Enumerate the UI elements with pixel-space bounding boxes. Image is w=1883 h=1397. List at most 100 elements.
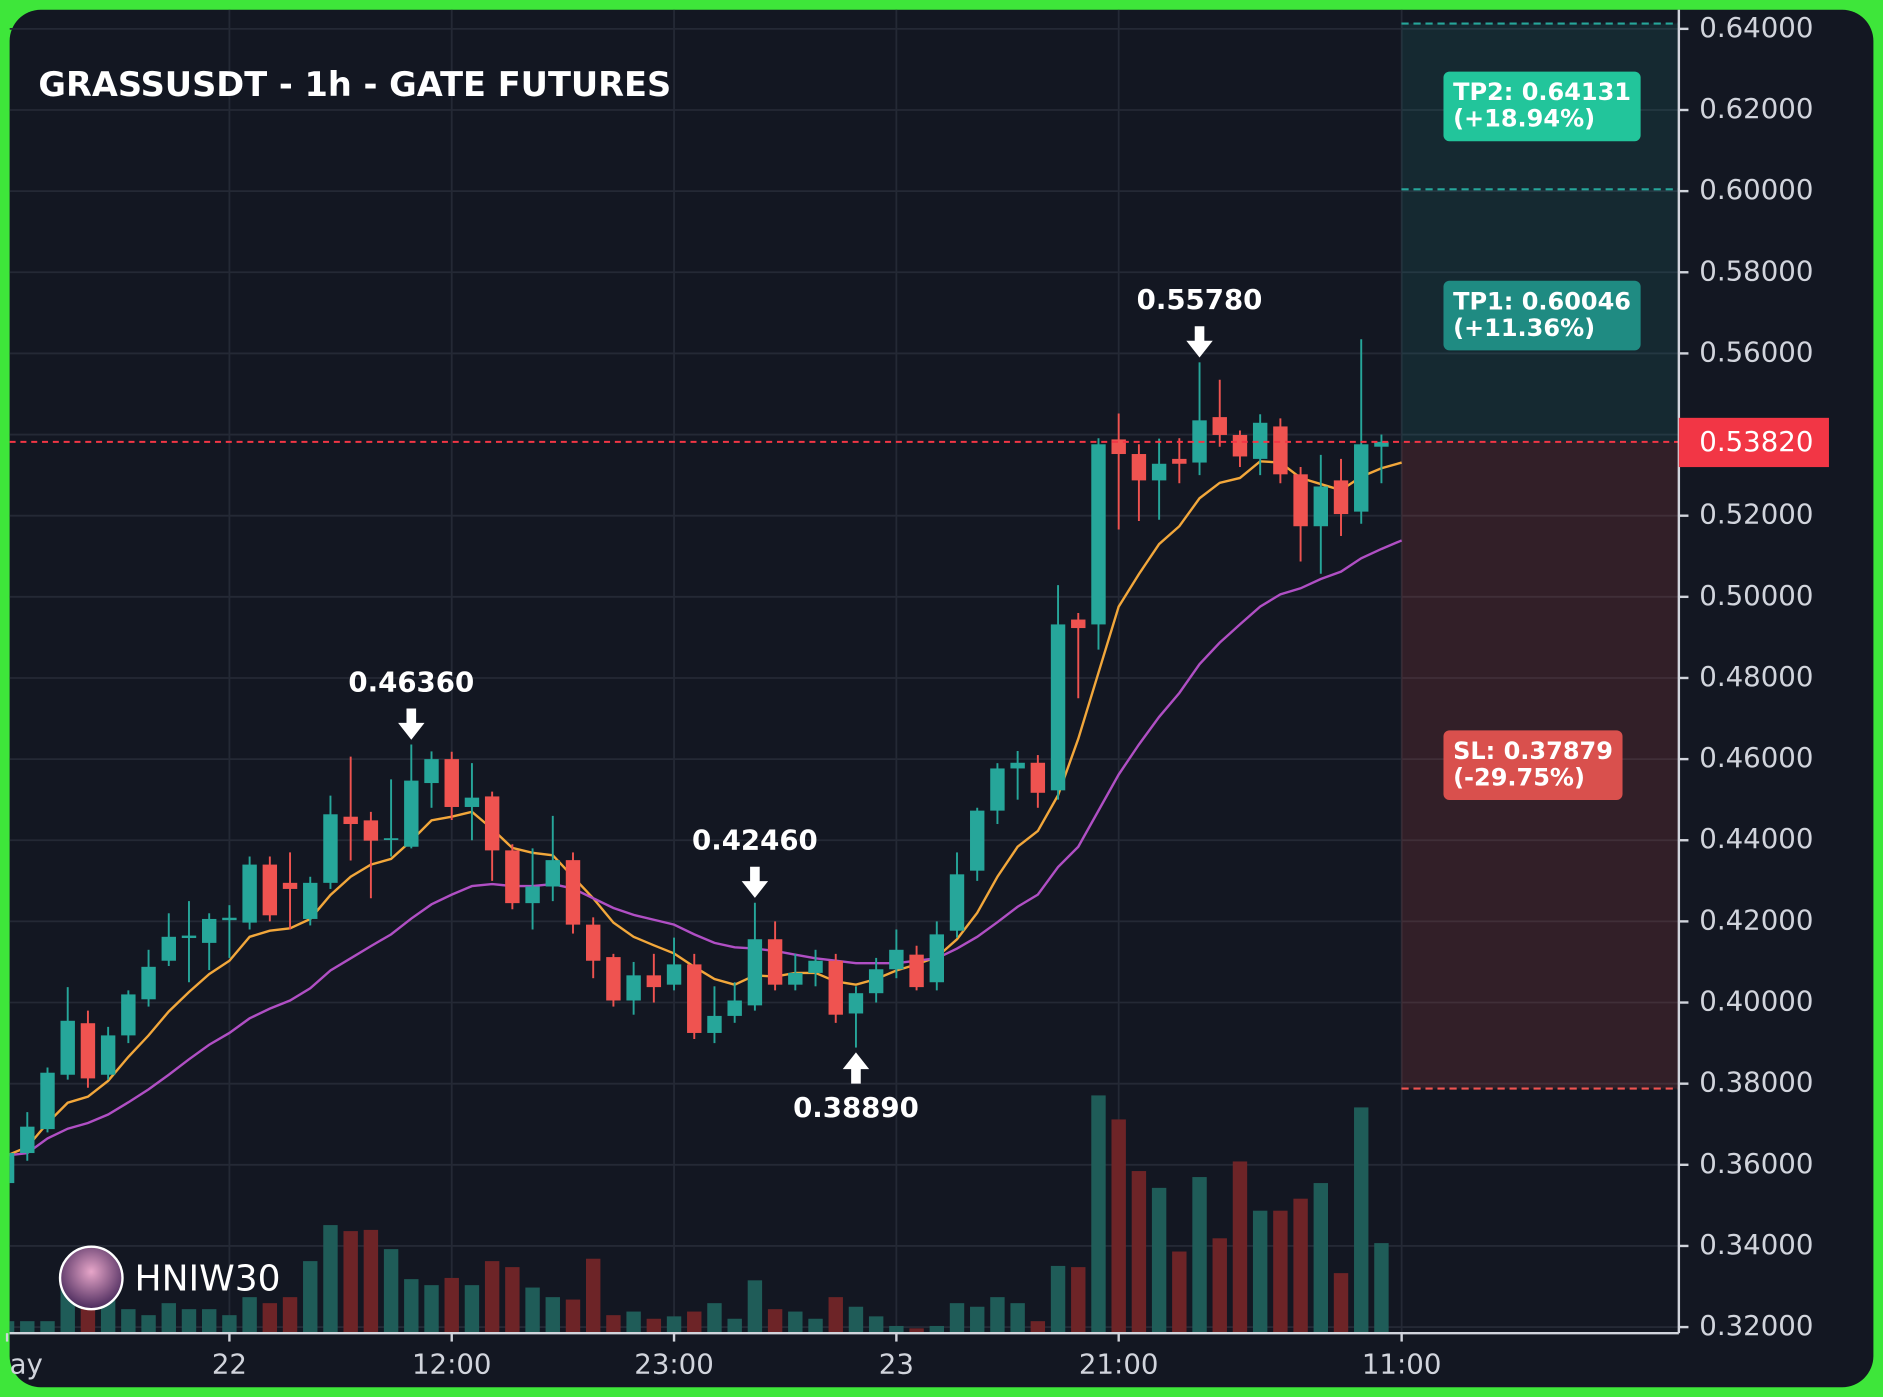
candle-body <box>161 936 176 961</box>
candle-body <box>242 864 257 923</box>
volume-bar <box>970 1306 985 1334</box>
candle-body <box>868 969 884 994</box>
candle-body <box>505 850 520 904</box>
level-label: SL: 0.37879(-29.75%) <box>1443 730 1623 801</box>
x-tick-label: 21:00 <box>1079 1348 1159 1381</box>
candle-body <box>303 882 318 919</box>
candle-body <box>60 1020 75 1075</box>
annotation-arrow <box>398 708 425 740</box>
candle-body <box>990 768 1005 811</box>
volume-bar <box>222 1315 237 1334</box>
candle-body <box>1333 480 1349 515</box>
volume-bar <box>525 1287 540 1334</box>
y-tick-label: 0.64000 <box>1699 11 1813 44</box>
volume-bar <box>181 1309 197 1334</box>
volume-bar <box>1313 1183 1329 1334</box>
candle-body <box>484 796 500 851</box>
volume-bar <box>1212 1238 1227 1334</box>
volume-bar <box>262 1303 278 1334</box>
candle-body <box>788 972 803 985</box>
volume-bar <box>626 1311 641 1334</box>
volume-bar <box>1333 1273 1349 1334</box>
candle-body <box>100 1035 116 1075</box>
volume-bar <box>505 1267 520 1334</box>
volume-bar <box>545 1297 560 1334</box>
annotation-label: 0.38890 <box>793 1091 919 1124</box>
candle-body <box>929 934 944 983</box>
volume-bar <box>303 1261 318 1334</box>
candle-body <box>363 820 379 841</box>
volume-bar <box>767 1309 783 1334</box>
volume-bar <box>1354 1107 1369 1334</box>
volume-bar <box>1131 1171 1147 1334</box>
candle-body <box>282 882 298 889</box>
volume-bar <box>848 1306 864 1334</box>
candle-body <box>1091 444 1106 625</box>
candle-body <box>1131 454 1147 481</box>
volume-bar <box>828 1297 843 1334</box>
volume-bar <box>707 1303 722 1334</box>
candle-body <box>889 949 904 970</box>
candle-body <box>262 864 278 916</box>
level-text: TP1: 0.60046 <box>1453 287 1631 315</box>
volume-bar <box>383 1249 399 1334</box>
chart-title: GRASSUSDT - 1h - GATE FUTURES <box>38 65 671 104</box>
plot-area <box>9 9 1679 1334</box>
y-tick-label: 0.42000 <box>1699 903 1813 936</box>
candle-body <box>525 886 540 904</box>
volume-bar <box>687 1311 702 1334</box>
moving-average-line <box>9 539 1403 1157</box>
volume-bar <box>1151 1187 1167 1334</box>
volume-bar <box>121 1309 136 1334</box>
candle-body <box>848 993 864 1014</box>
candle-body <box>1010 762 1025 769</box>
annotation-arrow <box>842 1052 870 1084</box>
candle-body <box>646 975 662 988</box>
y-tick-label: 0.48000 <box>1699 660 1813 693</box>
volume-bar <box>282 1297 298 1334</box>
volume-bar <box>1030 1321 1046 1334</box>
level-change: (+18.94%) <box>1453 105 1595 133</box>
last-price-label: 0.53820 <box>1699 425 1813 458</box>
y-tick-label: 0.52000 <box>1699 498 1813 531</box>
level-label: TP2: 0.64131(+18.94%) <box>1443 71 1641 142</box>
candle-body <box>727 1000 742 1016</box>
candle-body <box>1212 417 1227 435</box>
candle-body <box>201 918 217 943</box>
volume-bar <box>343 1231 358 1334</box>
volume-bar <box>201 1309 217 1334</box>
candle-body <box>141 966 156 1000</box>
volume-bar <box>747 1280 763 1334</box>
volume-bar <box>585 1258 601 1334</box>
volume-bar <box>909 1328 924 1334</box>
candle-body <box>323 814 338 883</box>
candle-body <box>20 1126 35 1154</box>
candle-body <box>9 1153 15 1184</box>
candle-body <box>181 935 197 939</box>
volume-bar <box>1252 1210 1268 1334</box>
candle-body <box>424 759 439 784</box>
volume-bar <box>1111 1119 1126 1334</box>
y-tick-label: 0.38000 <box>1699 1066 1813 1099</box>
volume-bar <box>1172 1251 1187 1334</box>
candle-body <box>1071 619 1086 629</box>
candle-body <box>1172 458 1187 464</box>
annotation-label: 0.46360 <box>348 665 474 698</box>
level-box <box>1443 280 1641 351</box>
watermark-avatar <box>58 1245 124 1311</box>
volume-bar <box>727 1318 742 1334</box>
volume-bar <box>20 1321 35 1334</box>
candle-body <box>383 838 399 841</box>
candle-body <box>585 924 601 961</box>
candle-body <box>949 874 965 931</box>
candle-body <box>626 975 641 1001</box>
candle-body <box>1050 624 1066 791</box>
volume-bar <box>40 1321 55 1334</box>
candle-body <box>40 1072 55 1130</box>
candle-body <box>545 860 560 887</box>
volume-bar <box>141 1315 156 1334</box>
candle-body <box>1232 434 1248 457</box>
annotation-arrow <box>741 866 769 898</box>
candle-body <box>80 1023 96 1079</box>
x-tick-label: 22 <box>212 1348 247 1381</box>
